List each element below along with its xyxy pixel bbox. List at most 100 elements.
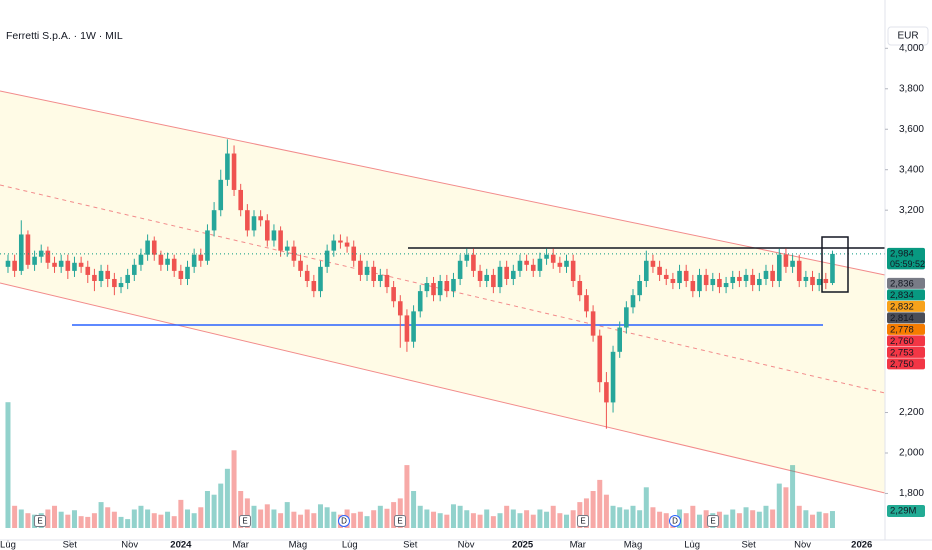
x-tick-label: Set [742,540,757,550]
x-tick-label: 2025 [512,540,534,550]
volume-bar [271,509,277,528]
volume-bar [690,505,696,528]
volume-bar [58,511,64,528]
candle-body [65,260,71,271]
volume-bar [510,509,516,528]
volume-bar [650,507,656,528]
channel-fill [0,91,885,493]
volume-bar [623,509,629,528]
candle-body [397,301,403,316]
candle-body [750,274,755,286]
candle-body [517,260,523,271]
currency-button[interactable] [887,26,929,46]
candle-body [677,270,682,284]
price-label-box [887,300,925,312]
volume-bar [597,479,603,528]
volume-bar [823,513,829,528]
volume-bar [324,507,330,528]
candle-body [304,270,310,281]
candle-body [484,274,490,281]
volume-bar [411,491,417,528]
candle-body [537,258,543,271]
candle-body [564,260,569,267]
y-tick-label: 1,800 [899,488,924,499]
volume-bar [450,504,456,528]
event-label: D [341,517,347,526]
volume-bar [524,510,530,528]
event-badge [577,515,589,527]
price-label-box [887,335,925,347]
y-tick-label: 3,600 [899,124,924,135]
candle-body [12,260,17,271]
candle-body [431,283,436,296]
candle-body [378,274,383,281]
x-tick-label: 2024 [170,540,192,550]
candle-body [125,274,130,284]
candle-body [417,291,423,312]
x-tick-label: Mag [624,540,642,550]
volume-bar [796,505,802,528]
candle-body [637,281,642,296]
volume-bar [723,514,729,528]
volume-bar [756,511,762,528]
volume-bar [703,510,709,528]
x-tick-label: Nov [794,540,811,550]
candle-body [670,278,676,284]
candle-body [231,153,237,190]
volume-bar [105,507,111,528]
candle-body [165,258,170,265]
candle-body [643,260,649,281]
candle-body [457,260,463,279]
candle-body [391,287,396,302]
candle-body [491,274,496,288]
volume-bar [583,498,589,528]
volume-bar [238,491,244,528]
volume-bar [85,516,91,528]
volume-bar [78,516,84,528]
candle-body [258,216,263,221]
candle-body [112,278,117,288]
event-badge [394,515,406,527]
candle-body [830,253,835,284]
volume-bar [111,511,117,528]
candle-body [424,283,430,292]
volume-bar [317,504,323,528]
candle-body [803,276,809,281]
volume-bar [218,483,224,528]
event-label: E [37,517,42,526]
candle-body [577,281,583,296]
volume-bar [52,505,58,528]
event-badge [669,515,681,527]
candle-body [544,254,549,259]
volume-bar [171,516,177,528]
y-tick-label: 2,200 [899,407,924,418]
candle-body [331,240,337,251]
candle-body [823,278,829,284]
candle-body [291,246,297,261]
volume-bar [151,513,157,528]
volume-bar [470,513,476,528]
candle-body [32,256,37,265]
volume-bar [65,514,71,528]
volume-bar [637,510,643,528]
candle-body [52,262,57,267]
candle-body [132,264,137,275]
volume-bar [736,513,742,528]
volume-bar [590,491,596,528]
candle-body [471,254,476,271]
event-label: E [580,517,585,526]
candle-body [45,250,51,263]
volume-bar [816,511,822,528]
volume-bar [251,505,257,528]
candle-body [198,254,204,261]
candle-body [497,266,503,288]
volume-bar [530,514,536,528]
candle-body [78,262,84,267]
candle-body [717,278,722,288]
currency[interactable]: EUR [897,31,918,42]
volume-bar [537,509,543,528]
volume-bar [351,513,357,528]
candle-body [511,270,516,279]
candle-body [504,266,509,279]
volume-bar [763,505,769,528]
